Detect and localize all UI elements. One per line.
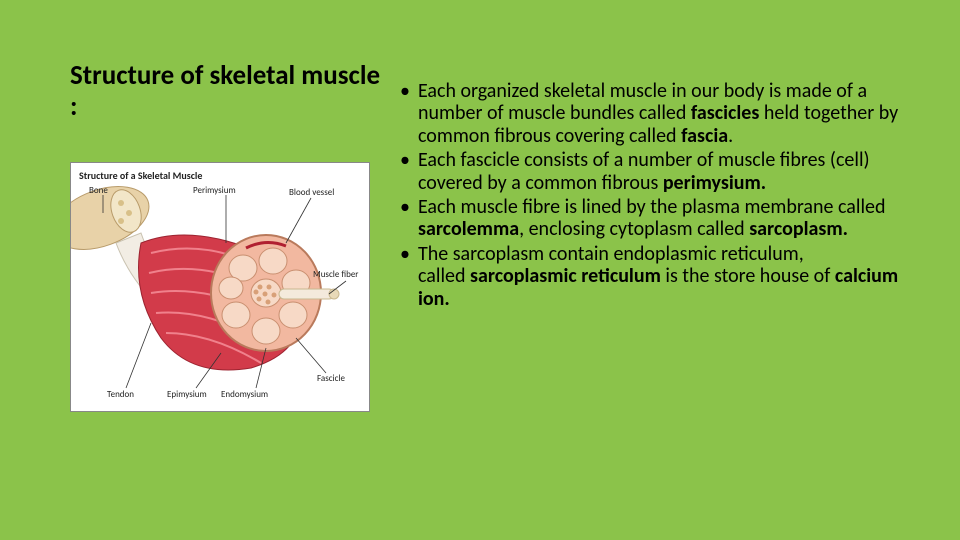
label-bone: Bone	[89, 185, 108, 196]
label-blood-vessel: Blood vessel	[289, 187, 334, 198]
bullet-item: Each organized skeletal muscle in our bo…	[400, 80, 910, 147]
bullet-text: Each muscle fibre is lined by the plasma…	[418, 195, 886, 219]
bullet-bold: sarcolemma	[418, 217, 519, 241]
label-muscle-fiber: Muscle fiber	[313, 269, 358, 280]
label-fascicle: Fascicle	[317, 373, 345, 384]
bullet-bold: fascicles	[691, 101, 759, 125]
label-epimysium: Epimysium	[167, 389, 207, 400]
label-endomysium: Endomysium	[221, 389, 268, 400]
bullet-bold: sarcoplasm.	[749, 217, 848, 241]
bullet-bold: fascia	[681, 124, 728, 148]
bullet-list: Each organized skeletal muscle in our bo…	[400, 80, 910, 310]
cross-section	[211, 235, 339, 351]
bullet-text: is the store house of	[661, 264, 835, 288]
slide: Structure of skeletal muscle : Structure…	[0, 0, 960, 540]
bullet-text: , enclosing cytoplasm called	[519, 217, 749, 241]
bullet-item: Each fascicle consists of a number of mu…	[400, 149, 910, 194]
bullet-text: Each fascicle consists of a number of mu…	[418, 148, 870, 194]
slide-title: Structure of skeletal muscle :	[70, 60, 390, 122]
figure-caption: Structure of a Skeletal Muscle	[79, 169, 202, 182]
label-perimysium: Perimysium	[193, 185, 236, 196]
bullet-text: .	[728, 124, 733, 148]
bullet-bold: perimysium.	[663, 171, 766, 195]
left-column: Structure of skeletal muscle : Structure…	[0, 0, 390, 540]
bullet-item: The sarcoplasm contain endoplasmic retic…	[400, 243, 910, 310]
bullet-item: Each muscle fibre is lined by the plasma…	[400, 196, 910, 241]
label-tendon: Tendon	[107, 389, 134, 400]
bullet-bold: sarcoplasmic reticulum	[470, 264, 661, 288]
muscle-figure: Structure of a Skeletal Muscle	[70, 162, 370, 412]
right-column: Each organized skeletal muscle in our bo…	[390, 0, 960, 540]
